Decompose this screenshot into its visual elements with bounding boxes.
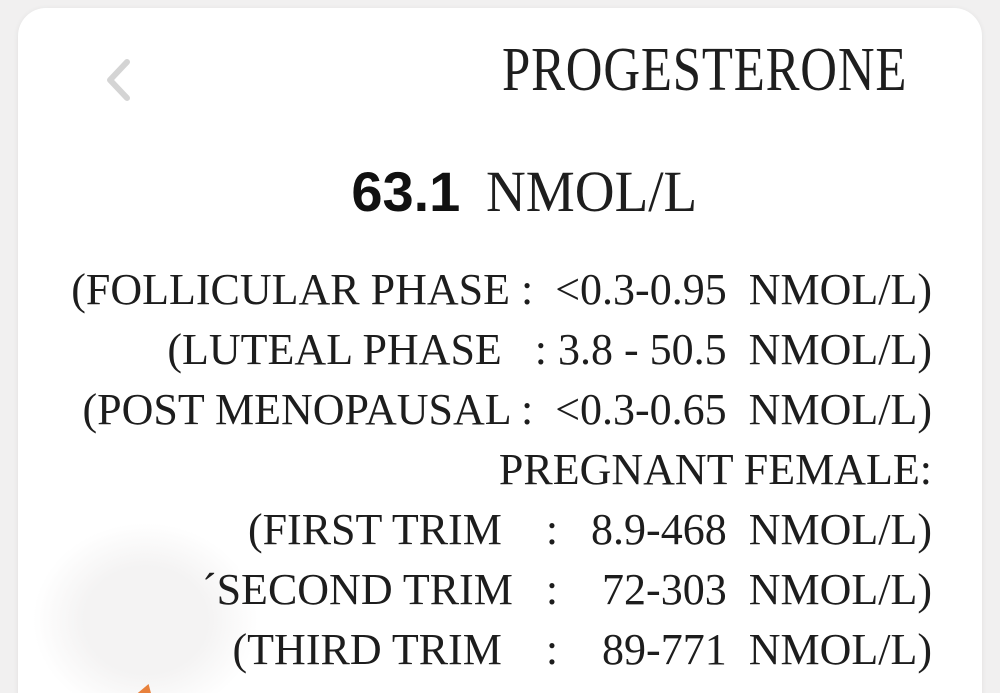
reference-line-follicular: (FOLLICULAR PHASE : <0.3-0.95 NMOL/L) xyxy=(71,265,932,314)
reference-line-pregnant-header: PREGNANT FEMALE: xyxy=(498,445,932,494)
page-title: PROGESTERONE xyxy=(501,36,907,104)
result-value: 63.1 xyxy=(351,160,461,223)
bottom-orange-element[interactable] xyxy=(66,684,209,693)
result-card: PROGESTERONE 63.1 NMOL/L (FOLLICULAR PHA… xyxy=(18,8,982,693)
reference-line-second-trim: ´SECOND TRIM : 72-303 NMOL/L) xyxy=(201,565,932,614)
reference-line-third-trim: (THIRD TRIM : 89-771 NMOL/L) xyxy=(232,625,932,674)
result-value-row: 63.1 NMOL/L xyxy=(18,158,982,225)
reference-line-first-trim: (FIRST TRIM : 8.9-468 NMOL/L) xyxy=(247,505,932,554)
reference-line-luteal: (LUTEAL PHASE : 3.8 - 50.5 NMOL/L) xyxy=(167,325,932,374)
back-button[interactable] xyxy=(98,54,138,106)
chevron-left-icon xyxy=(103,57,133,103)
result-unit: NMOL/L xyxy=(486,159,698,224)
reference-ranges-block: (FOLLICULAR PHASE : <0.3-0.95 NMOL/L) (L… xyxy=(71,260,932,680)
orange-fin-icon xyxy=(133,684,152,693)
reference-line-post-menopausal: (POST MENOPAUSAL : <0.3-0.65 NMOL/L) xyxy=(82,385,932,434)
